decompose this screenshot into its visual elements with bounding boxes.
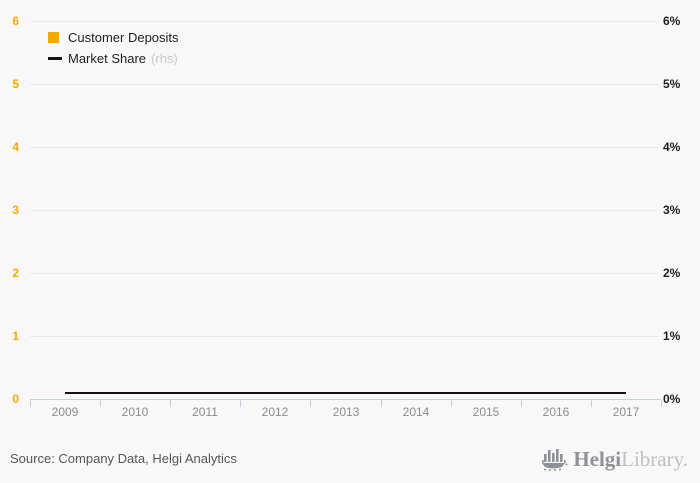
y-axis-label-right: 3%	[663, 203, 681, 217]
y-axis-label-left: 0	[12, 392, 19, 406]
x-axis-tick	[100, 400, 101, 407]
legend-item-market-share: Market Share (rhs)	[48, 48, 179, 69]
x-axis-tick	[170, 400, 171, 407]
market-share-line-swatch-icon	[48, 57, 62, 60]
y-axis-label-left: 3	[12, 203, 19, 217]
helgi-library-logo: Helgi Library.	[541, 446, 688, 472]
y-axis-label-left: 5	[12, 77, 19, 91]
legend-item-customer-deposits: Customer Deposits	[48, 27, 179, 48]
x-axis-tick	[310, 400, 311, 407]
x-axis-tick	[451, 400, 452, 407]
x-axis-label: 2011	[192, 405, 218, 419]
gridline	[30, 210, 658, 211]
y-axis-label-left: 1	[12, 329, 19, 343]
x-axis-label: 2017	[612, 405, 640, 419]
x-axis-label: 2013	[332, 405, 360, 419]
legend-label-market-share: Market Share	[68, 51, 147, 66]
x-axis-label: 2012	[261, 405, 289, 419]
x-axis-tick	[381, 400, 382, 407]
x-axis-label: 2009	[51, 405, 79, 419]
helgi-ship-icon	[542, 448, 568, 471]
x-axis-label: 2010	[121, 405, 149, 419]
y-axis-label-left: 4	[12, 140, 19, 154]
x-axis-label: 2014	[402, 405, 430, 419]
gridline	[30, 84, 658, 85]
x-axis-tick	[661, 400, 662, 407]
y-axis-label-right: 4%	[663, 140, 681, 154]
y-axis-label-right: 5%	[663, 77, 681, 91]
line-market-share	[65, 392, 626, 394]
y-axis-label-left: 6	[12, 14, 19, 28]
x-axis-tick	[30, 400, 31, 407]
y-axis-label-right: 6%	[663, 14, 681, 28]
legend: Customer Deposits Market Share (rhs)	[48, 27, 179, 69]
legend-label-rhs-suffix: (rhs)	[151, 51, 178, 66]
customer-deposits-swatch-icon	[48, 32, 59, 43]
source-text: Source: Company Data, Helgi Analytics	[10, 451, 237, 466]
y-axis-label-right: 0%	[663, 392, 681, 406]
y-axis-label-left: 2	[12, 266, 19, 280]
gridline	[30, 147, 658, 148]
x-axis-tick	[591, 400, 592, 407]
y-axis-label-right: 2%	[663, 266, 681, 280]
logo-text-helgi: Helgi	[573, 447, 622, 471]
x-axis-line	[30, 399, 661, 400]
y-axis-label-right: 1%	[663, 329, 681, 343]
gridline	[30, 273, 658, 274]
gridline	[30, 21, 658, 22]
logo-text-library: Library.	[621, 447, 688, 471]
legend-label-customer-deposits: Customer Deposits	[68, 30, 179, 45]
x-axis-tick	[521, 400, 522, 407]
x-axis-label: 2015	[472, 405, 500, 419]
gridline	[30, 336, 658, 337]
x-axis-tick	[240, 400, 241, 407]
x-axis-label: 2016	[542, 405, 570, 419]
